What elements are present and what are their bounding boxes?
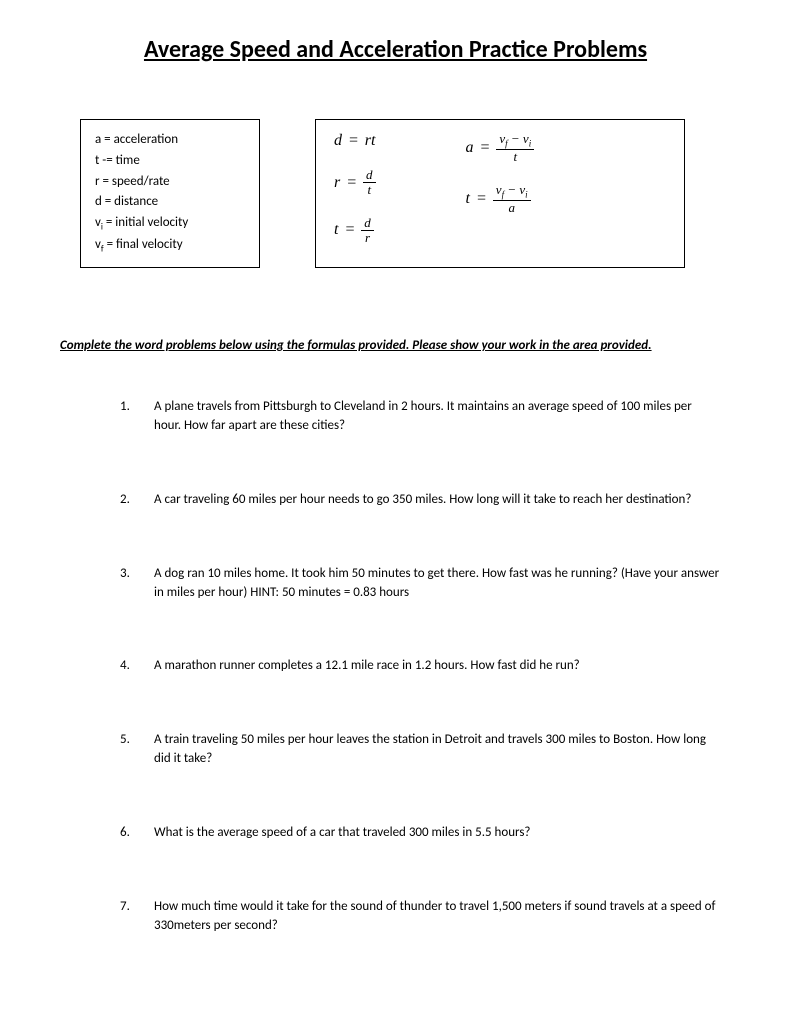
problem-text: A dog ran 10 miles home. It took him 50 … <box>154 565 721 603</box>
numerator: d <box>361 216 374 231</box>
equals-sign: = <box>344 221 355 239</box>
subscript: i <box>529 139 532 149</box>
formula-t-accel: t = vf − vi a <box>466 183 535 216</box>
problem-text: A marathon runner completes a 12.1 mile … <box>154 657 721 676</box>
definitions-box: a = acceleration t -= time r = speed/rat… <box>80 119 260 268</box>
equals-sign: = <box>480 139 491 157</box>
denominator: a <box>505 201 518 215</box>
def-line: r = speed/rate <box>95 172 245 193</box>
fraction: d t <box>363 168 376 198</box>
formula-d-rt: d = rt <box>334 132 376 150</box>
formula-lhs: d <box>334 132 342 150</box>
problem-text: A train traveling 50 miles per hour leav… <box>154 731 721 769</box>
problem-item: 5. A train traveling 50 miles per hour l… <box>120 731 721 769</box>
def-line: vi = initial velocity <box>95 213 245 235</box>
problem-text: A plane travels from Pittsburgh to Cleve… <box>154 398 721 436</box>
problem-number: 2. <box>120 491 136 510</box>
formula-column-1: d = rt r = d t t = d r <box>334 132 376 249</box>
problem-number: 7. <box>120 898 136 936</box>
problem-item: 1. A plane travels from Pittsburgh to Cl… <box>120 398 721 436</box>
problem-number: 6. <box>120 824 136 843</box>
def-text: = final velocity <box>104 237 183 252</box>
numerator: vf − vi <box>493 183 531 201</box>
def-text: = initial velocity <box>103 215 188 230</box>
formulas-box: d = rt r = d t t = d r <box>315 119 685 268</box>
equals-sign: = <box>476 190 487 208</box>
denominator: r <box>362 231 373 245</box>
formula-lhs: a <box>466 139 474 157</box>
formula-a: a = vf − vi t <box>466 132 535 165</box>
worksheet-page: Average Speed and Acceleration Practice … <box>0 0 791 1024</box>
denominator: t <box>510 150 520 164</box>
equals-sign: = <box>346 174 357 192</box>
problem-item: 6. What is the average speed of a car th… <box>120 824 721 843</box>
formula-lhs: t <box>466 190 470 208</box>
def-line: vf = final velocity <box>95 235 245 257</box>
page-title: Average Speed and Acceleration Practice … <box>60 35 731 64</box>
problem-item: 7. How much time would it take for the s… <box>120 898 721 936</box>
formula-column-2: a = vf − vi t t = vf − vi <box>466 132 535 249</box>
problem-text: A car traveling 60 miles per hour needs … <box>154 491 721 510</box>
subscript: i <box>525 189 528 199</box>
problem-item: 3. A dog ran 10 miles home. It took him … <box>120 565 721 603</box>
problem-number: 5. <box>120 731 136 769</box>
numerator: d <box>363 168 376 183</box>
formula-lhs: t <box>334 221 338 239</box>
problem-item: 4. A marathon runner completes a 12.1 mi… <box>120 657 721 676</box>
problem-text: How much time would it take for the soun… <box>154 898 721 936</box>
formula-lhs: r <box>334 174 340 192</box>
fraction: vf − vi t <box>496 132 534 165</box>
fraction: vf − vi a <box>493 183 531 216</box>
minus: − <box>508 131 523 146</box>
problem-number: 1. <box>120 398 136 436</box>
equals-sign: = <box>348 132 359 150</box>
minus: − <box>504 182 519 197</box>
denominator: t <box>364 183 374 197</box>
numerator: vf − vi <box>496 132 534 150</box>
def-line: a = acceleration <box>95 130 245 151</box>
problem-number: 4. <box>120 657 136 676</box>
instructions-text: Complete the word problems below using t… <box>60 338 731 353</box>
formula-t-dr: t = d r <box>334 216 376 246</box>
problem-item: 2. A car traveling 60 miles per hour nee… <box>120 491 721 510</box>
formula-rhs: rt <box>365 132 376 150</box>
def-line: t -= time <box>95 151 245 172</box>
reference-boxes-row: a = acceleration t -= time r = speed/rat… <box>80 119 731 268</box>
fraction: d r <box>361 216 374 246</box>
problems-list: 1. A plane travels from Pittsburgh to Cl… <box>60 398 731 935</box>
def-line: d = distance <box>95 192 245 213</box>
formula-r-dt: r = d t <box>334 168 376 198</box>
problem-text: What is the average speed of a car that … <box>154 824 721 843</box>
problem-number: 3. <box>120 565 136 603</box>
